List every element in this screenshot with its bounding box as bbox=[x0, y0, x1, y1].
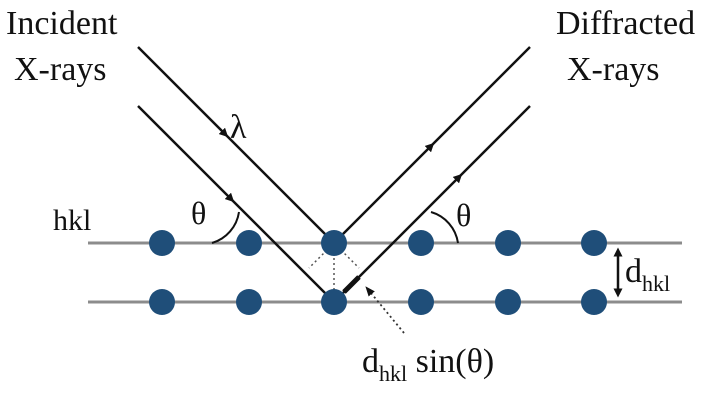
atom bbox=[581, 289, 607, 315]
path-difference-segment bbox=[342, 275, 361, 294]
atom bbox=[236, 230, 262, 256]
wavelength-label: λ bbox=[230, 109, 247, 146]
diffracted-ray-lower bbox=[333, 105, 531, 303]
plane-label: hkl bbox=[53, 204, 91, 237]
atom bbox=[408, 230, 434, 256]
theta-arc-left bbox=[211, 211, 240, 244]
atom bbox=[236, 289, 262, 315]
theta-left-label: θ bbox=[191, 195, 206, 231]
theta-arc-right bbox=[430, 211, 459, 244]
atom bbox=[581, 230, 607, 256]
incident-ray-lower bbox=[137, 105, 335, 303]
path-difference-label: dhkl sin(θ) bbox=[362, 343, 494, 386]
incident-ray-upper bbox=[137, 46, 335, 244]
path-difference-pointer bbox=[365, 286, 405, 334]
incident-label-line2: X-rays bbox=[14, 51, 107, 88]
diffracted-label-line2: X-rays bbox=[567, 51, 660, 88]
incident-label-line1: Incident bbox=[6, 5, 118, 42]
atom bbox=[321, 289, 347, 315]
atom bbox=[408, 289, 434, 315]
atom bbox=[149, 289, 175, 315]
theta-right-label: θ bbox=[456, 197, 471, 233]
atoms-top-row bbox=[149, 230, 607, 256]
atoms-bottom-row bbox=[149, 289, 607, 315]
atom bbox=[149, 230, 175, 256]
atom bbox=[495, 289, 521, 315]
atom bbox=[495, 230, 521, 256]
diffracted-label-line1: Diffracted bbox=[556, 5, 695, 42]
atom bbox=[321, 230, 347, 256]
d-spacing-label: dhkl bbox=[625, 253, 670, 296]
diffracted-ray-upper bbox=[333, 46, 531, 244]
